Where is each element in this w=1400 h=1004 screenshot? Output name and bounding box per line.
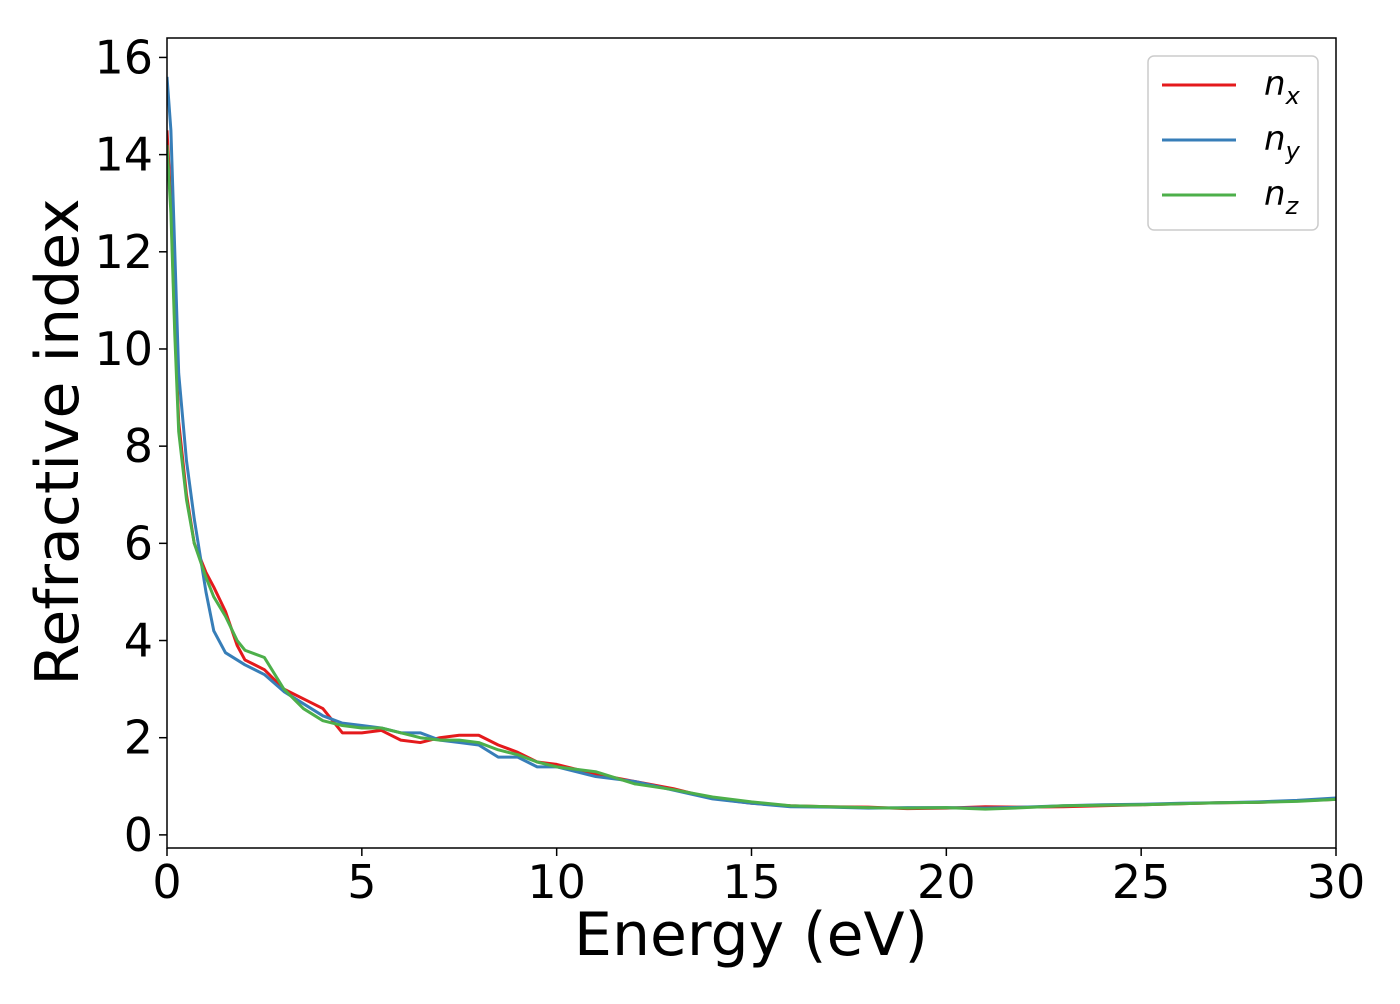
series-line bbox=[167, 130, 1336, 811]
y-tick-label: 0 bbox=[124, 808, 153, 862]
y-tick-label: 4 bbox=[124, 614, 153, 668]
series-line bbox=[167, 144, 1336, 811]
y-tick-label: 10 bbox=[94, 322, 153, 376]
legend-label: ny bbox=[1264, 119, 1301, 165]
plot-frame bbox=[166, 37, 1337, 849]
y-tick-label: 6 bbox=[124, 516, 153, 570]
x-tick-label: 5 bbox=[347, 855, 376, 909]
y-tick-label: 8 bbox=[124, 419, 153, 473]
x-tick-label: 30 bbox=[1307, 855, 1366, 909]
y-tick-label: 12 bbox=[94, 225, 153, 279]
x-tick-label: 10 bbox=[527, 855, 586, 909]
y-tick-label: 14 bbox=[94, 128, 153, 182]
x-tick-label: 25 bbox=[1112, 855, 1171, 909]
legend-label: nz bbox=[1264, 174, 1300, 220]
legend-label: nx bbox=[1264, 64, 1301, 110]
y-axis-label: Refractive index bbox=[23, 198, 93, 685]
y-tick-label: 16 bbox=[94, 30, 153, 84]
legend-box bbox=[1147, 55, 1319, 231]
x-axis-label: Energy (eV) bbox=[574, 900, 928, 970]
x-tick-label: 15 bbox=[722, 855, 781, 909]
y-tick-label: 2 bbox=[124, 711, 153, 765]
x-tick-label: 0 bbox=[152, 855, 181, 909]
x-tick-label: 20 bbox=[917, 855, 976, 909]
